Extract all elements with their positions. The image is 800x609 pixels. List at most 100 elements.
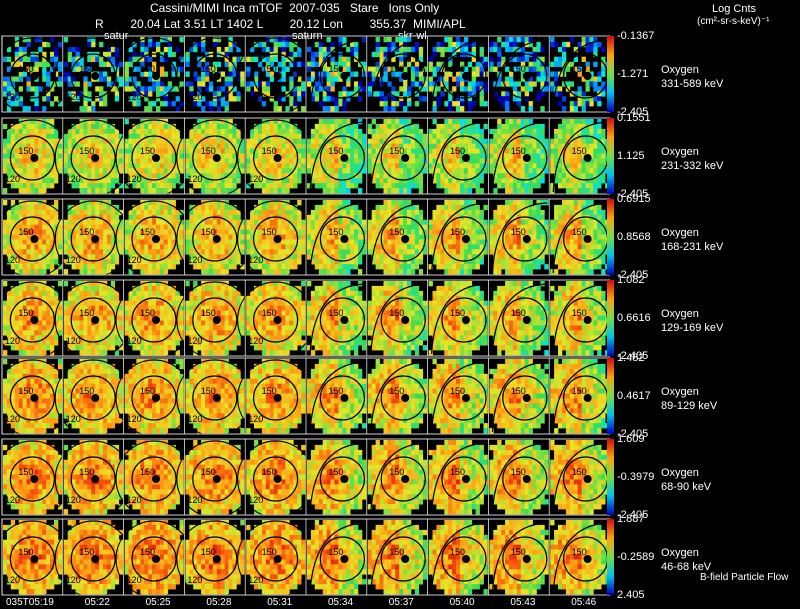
pixel-cell bbox=[254, 158, 259, 164]
pixel-cell bbox=[216, 148, 222, 154]
pixel-cell bbox=[318, 133, 324, 140]
pixel-cell bbox=[318, 173, 324, 179]
pixel-cell bbox=[277, 168, 282, 174]
pixel-cell bbox=[414, 128, 420, 135]
pixel-cell bbox=[99, 254, 104, 260]
pixel-cell bbox=[314, 229, 320, 235]
pixel-cell bbox=[87, 244, 92, 250]
pixel-cell bbox=[42, 158, 47, 164]
ring-120 bbox=[54, 37, 132, 115]
pixel-cell bbox=[516, 168, 522, 174]
pixel-cell bbox=[171, 183, 176, 189]
pixel-cell bbox=[50, 234, 55, 240]
pixel-cell bbox=[448, 163, 453, 169]
pixel-cell bbox=[22, 133, 27, 140]
pixel-cell bbox=[297, 148, 302, 154]
pixel-cell bbox=[581, 76, 586, 82]
pixel-cell bbox=[471, 91, 476, 97]
pixel-cell bbox=[532, 148, 537, 154]
pixel-cell bbox=[171, 264, 176, 270]
pixel-cell bbox=[14, 244, 20, 250]
pixel-cell bbox=[310, 244, 316, 250]
pixel-cell bbox=[285, 224, 290, 230]
pixel-cell bbox=[26, 81, 31, 87]
pixel-cell bbox=[140, 133, 145, 140]
pixel-cell bbox=[471, 234, 476, 240]
pixel-cell bbox=[460, 46, 465, 53]
pixel-cell bbox=[361, 148, 367, 154]
pixel-cell bbox=[463, 244, 469, 250]
pixel-cell bbox=[350, 41, 355, 48]
pixel-cell bbox=[114, 239, 120, 245]
pixel-cell bbox=[358, 229, 363, 235]
pixel-cell bbox=[136, 56, 141, 62]
pixel-cell bbox=[136, 81, 141, 87]
pixel-cell bbox=[42, 163, 47, 169]
pixel-cell bbox=[399, 119, 404, 125]
pixel-cell bbox=[240, 138, 245, 144]
pixel-cell bbox=[528, 234, 533, 240]
pixel-cell bbox=[391, 200, 396, 206]
pixel-cell bbox=[140, 168, 145, 174]
pixel-cell bbox=[558, 61, 563, 67]
pixel-cell bbox=[436, 264, 441, 270]
pixel-cell bbox=[391, 41, 396, 48]
pixel-cell bbox=[285, 269, 290, 275]
pixel-cell bbox=[197, 209, 202, 216]
pixel-cell bbox=[577, 148, 582, 154]
pixel-cell bbox=[520, 209, 526, 216]
pixel-cell bbox=[342, 219, 347, 225]
pixel-cell bbox=[132, 173, 137, 179]
pixel-cell bbox=[132, 81, 137, 87]
pixel-cell bbox=[314, 163, 320, 169]
pixel-cell bbox=[318, 183, 324, 189]
pixel-cell bbox=[358, 254, 363, 260]
pixel-cell bbox=[152, 138, 157, 144]
pixel-cell bbox=[208, 173, 214, 179]
pixel-cell bbox=[410, 71, 416, 77]
pixel-cell bbox=[99, 56, 104, 62]
pixel-cell bbox=[399, 229, 404, 235]
pixel-cell bbox=[189, 224, 194, 230]
pixel-cell bbox=[520, 183, 526, 189]
pixel-cell bbox=[501, 61, 506, 67]
pixel-cell bbox=[528, 81, 533, 87]
pixel-cell bbox=[103, 148, 108, 154]
pixel-cell bbox=[326, 71, 331, 77]
pixel-cell bbox=[520, 76, 526, 82]
pixel-cell bbox=[250, 234, 255, 240]
pixel-cell bbox=[403, 46, 408, 53]
pixel-cell bbox=[220, 51, 225, 58]
pixel-cell bbox=[597, 76, 602, 82]
pixel-cell bbox=[232, 173, 237, 179]
pixel-cell bbox=[269, 259, 274, 265]
pixel-cell bbox=[258, 41, 263, 48]
pixel-cell bbox=[460, 229, 465, 235]
pixel-cell bbox=[467, 119, 473, 125]
pixel-cell bbox=[403, 254, 408, 260]
pixel-cell bbox=[46, 138, 51, 144]
pixel-cell bbox=[106, 254, 112, 260]
pixel-cell bbox=[46, 119, 51, 125]
pixel-cell bbox=[391, 71, 396, 77]
pixel-cell bbox=[208, 66, 214, 72]
pixel-cell bbox=[471, 158, 476, 164]
pixel-cell bbox=[285, 106, 290, 112]
pixel-cell bbox=[171, 200, 176, 206]
pixel-cell bbox=[310, 234, 316, 240]
pixel-cell bbox=[379, 81, 384, 87]
pixel-cell bbox=[148, 119, 153, 125]
pixel-cell bbox=[132, 214, 137, 221]
pixel-cell bbox=[307, 46, 312, 53]
pixel-cell bbox=[367, 244, 373, 250]
pixel-cell bbox=[197, 249, 202, 255]
pixel-cell bbox=[281, 259, 286, 265]
pixel-cell bbox=[277, 123, 282, 130]
pixel-cell bbox=[346, 123, 351, 130]
pixel-cell bbox=[318, 143, 324, 149]
pixel-cell bbox=[163, 239, 169, 245]
pixel-cell bbox=[471, 41, 476, 48]
pixel-cell bbox=[505, 106, 510, 112]
pixel-cell bbox=[585, 143, 590, 149]
pixel-cell bbox=[318, 209, 324, 216]
